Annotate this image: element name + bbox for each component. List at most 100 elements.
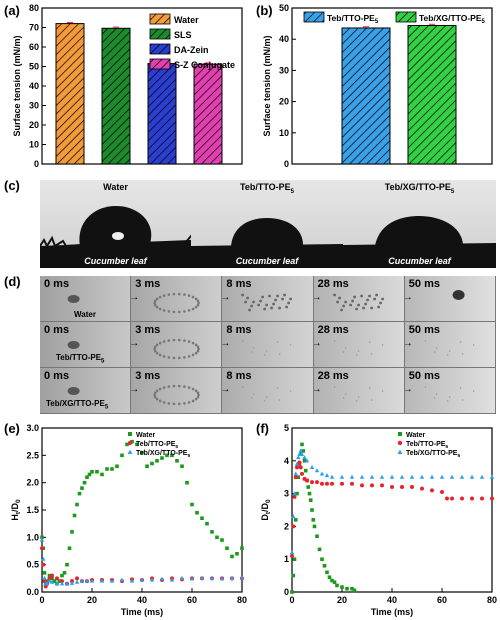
point-0 (170, 453, 174, 458)
point-2 (229, 575, 235, 580)
point-1 (293, 475, 298, 480)
point-0 (303, 468, 308, 473)
droplet-teb-tto (191, 218, 343, 268)
point-1 (298, 465, 303, 470)
droplet-graphic (333, 386, 383, 402)
point-0 (225, 546, 229, 551)
point-0 (125, 442, 129, 447)
frame-r2-c4: 50 ms → (404, 368, 496, 414)
point-0 (327, 575, 332, 580)
point-0 (317, 547, 322, 552)
y-tick-label: 50 (29, 62, 39, 72)
point-2 (54, 581, 60, 586)
droplet-graphic (242, 340, 292, 356)
point-2 (129, 578, 135, 583)
point-0 (90, 469, 94, 474)
chart-a: 0 10 20 30 40 50 60 70 80 Surface tension (mN/m) W… (12, 3, 243, 169)
plot-frame (291, 427, 493, 593)
frame-time-label: 28 ms (317, 324, 349, 336)
point-2 (109, 578, 115, 583)
point-0 (95, 469, 99, 474)
point-2 (179, 575, 185, 580)
point-2 (439, 474, 445, 479)
point-1 (480, 496, 484, 501)
sequence-arrow-icon: → (314, 384, 322, 395)
point-1 (295, 465, 299, 470)
y-tick-label: 2.5 (26, 450, 39, 460)
point-0 (345, 586, 349, 591)
legend-label-2: Teb/XG/TTO-PE5 (406, 450, 460, 459)
point-2 (42, 575, 47, 580)
point-0 (190, 502, 194, 507)
frame-r0-c2: 8 ms → (222, 276, 314, 322)
point-2 (44, 581, 50, 586)
point-0 (50, 576, 54, 581)
point-1 (470, 496, 474, 501)
frame-time-label: 3 ms (135, 278, 161, 290)
point-0 (296, 475, 301, 479)
panel-label-b: (b) (256, 3, 273, 18)
y-tick-label: 3 (284, 489, 289, 499)
impact-sequence: 0 ms Water 3 ms → 8 ms → 28 ms → 50 ms → 0 ms Teb/T… (40, 276, 496, 414)
point-1 (50, 573, 54, 578)
point-0 (300, 442, 304, 447)
sequence-arrow-icon: → (314, 338, 322, 349)
point-2 (389, 474, 395, 479)
legend-swatch-1 (149, 28, 171, 40)
frame-r2-c1: 3 ms → (131, 368, 223, 414)
frame-r0-c3: 28 ms → (313, 276, 405, 322)
bar-0 (55, 23, 85, 165)
point-0 (115, 464, 119, 469)
point-0 (295, 491, 299, 496)
point-1 (297, 460, 302, 465)
point-2 (419, 474, 425, 479)
frame-time-label: 0 ms (44, 370, 70, 382)
point-0 (120, 453, 124, 458)
sequence-arrow-icon: → (131, 338, 139, 349)
droplet-teb-xg-tto (343, 216, 496, 268)
frame-time-label: 28 ms (317, 370, 349, 382)
point-1 (460, 496, 464, 501)
y-tick-label: 1.0 (26, 532, 39, 542)
point-0 (145, 464, 149, 469)
sequence-arrow-icon: → (131, 384, 139, 395)
point-1 (291, 524, 296, 529)
point-0 (230, 554, 234, 559)
droplet-graphic (242, 386, 292, 402)
point-2 (49, 579, 55, 584)
legend-label-3: S-Z Conjugate (174, 60, 235, 70)
frame-time-label: 50 ms (408, 370, 440, 382)
sequence-arrow-icon: → (131, 292, 139, 303)
frame-r1-c4: 50 ms → (404, 322, 496, 368)
y-tick-label: 10 (279, 128, 289, 138)
point-0 (215, 535, 219, 540)
point-1 (300, 471, 304, 476)
point-0 (135, 442, 139, 447)
y-tick-label: 80 (29, 3, 39, 13)
point-0 (293, 518, 298, 522)
point-0 (340, 585, 344, 589)
y-tick-label: 0 (34, 159, 39, 169)
droplet-water (40, 206, 191, 268)
point-0 (165, 453, 169, 458)
droplet-graphic (452, 290, 465, 300)
frame-r0-c4: 50 ms → (404, 276, 496, 322)
point-0 (70, 530, 74, 534)
x-tick-label: 20 (87, 595, 97, 605)
legend-marker-0 (398, 432, 402, 436)
x-tick-label: 40 (387, 595, 397, 605)
point-2 (329, 474, 335, 479)
point-0 (140, 450, 144, 455)
point-0 (235, 551, 239, 556)
frame-time-label: 0 ms (44, 324, 70, 336)
point-0 (220, 538, 224, 542)
sequence-arrow-icon: → (314, 292, 322, 303)
point-2 (349, 474, 355, 479)
droplet-graphic (241, 293, 293, 312)
point-0 (240, 546, 244, 551)
x-tick-label: 60 (437, 595, 447, 605)
point-2 (74, 579, 80, 584)
point-1 (315, 480, 319, 485)
legend-marker-2 (127, 449, 133, 454)
point-2 (84, 578, 90, 583)
